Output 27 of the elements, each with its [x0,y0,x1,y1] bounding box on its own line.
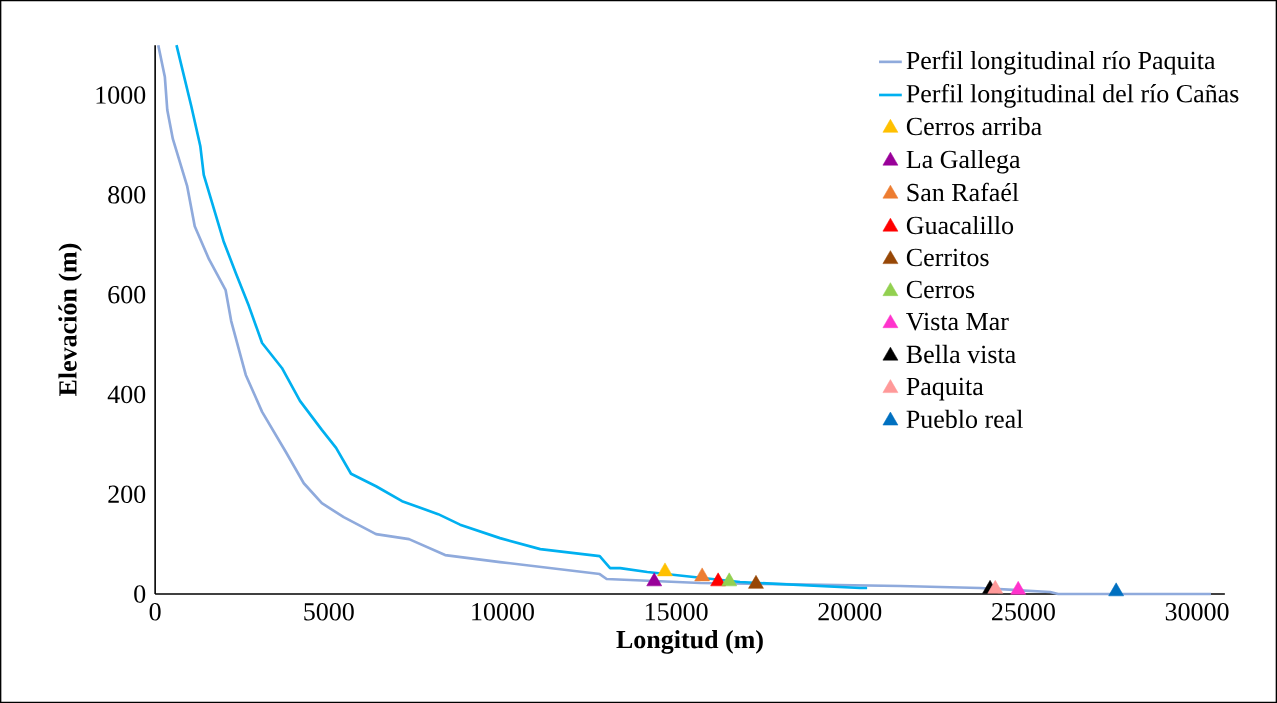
x-tick-label: 25000 [992,602,1055,621]
y-axis-title: Elevación (m) [58,243,82,396]
y-tick-label: 800 [108,186,146,204]
y-tick-label: 200 [108,485,146,503]
x-axis-title: Longitud (m) [616,630,763,654]
legend-label: Bella vista [906,344,1016,364]
x-tick-label: 10000 [472,602,534,621]
legend-label: Cerros arriba [906,116,1042,136]
y-tick-label: 0 [134,585,146,603]
y-tick-label: 1000 [96,86,146,104]
y-tick-label: 400 [107,385,146,404]
legend-label: Perfil longitudinal del río Cañas [906,83,1239,108]
legend-label: Paquita [906,377,984,401]
legend-label: Perfil longitudinal río Paquita [906,50,1216,75]
x-tick-label: 0 [149,602,161,621]
y-tick-label: 600 [108,285,146,304]
legend-label: San Rafaél [907,182,1019,202]
legend-label: Cerritos [906,248,989,267]
legend-label: La Gallega [906,149,1021,174]
legend-label: Cerros [906,280,975,299]
x-tick-label: 5000 [304,602,354,621]
x-tick-label: 15000 [645,602,708,621]
legend-label: Pueblo real [906,409,1023,428]
legend-label: Guacalillo [906,215,1014,235]
x-tick-label: 20000 [818,602,882,621]
legend-label: Vista Mar [906,312,1009,331]
x-tick-label: 30000 [1165,602,1229,621]
